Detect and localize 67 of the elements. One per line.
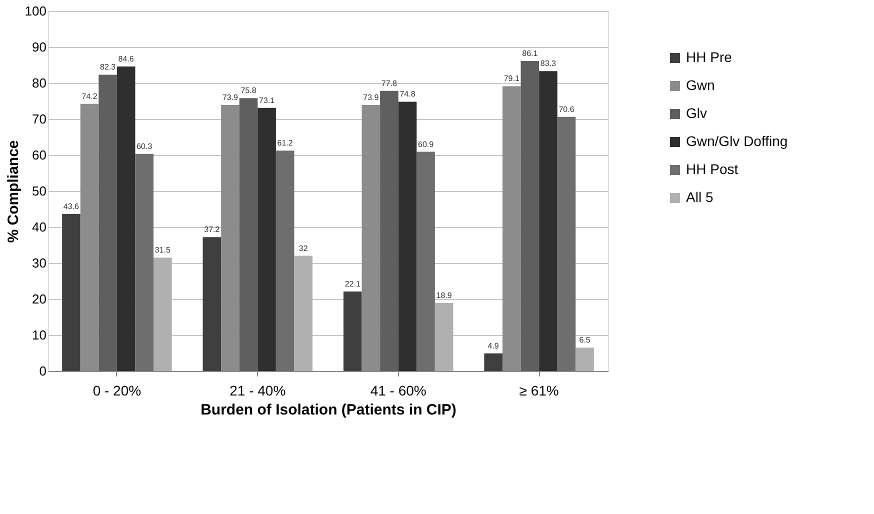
y-tick-label: 10 xyxy=(32,328,46,342)
y-tick-label: 60 xyxy=(32,148,46,162)
y-tick-label: 40 xyxy=(32,220,46,234)
legend-label: Gwn xyxy=(686,77,715,93)
bar xyxy=(294,256,313,371)
data-label: 61.2 xyxy=(277,138,294,148)
data-label: 4.9 xyxy=(488,341,500,350)
bar xyxy=(258,108,276,371)
bar xyxy=(576,348,594,371)
bar xyxy=(202,237,222,371)
y-tick-label: 50 xyxy=(32,184,46,198)
legend-label: HH Pre xyxy=(686,49,732,65)
y-tick-label: 30 xyxy=(32,256,46,270)
data-label: 74.8 xyxy=(400,90,416,99)
y-tick-label: 80 xyxy=(32,76,46,90)
legend-label: All 5 xyxy=(686,189,714,205)
y-tick-label: 90 xyxy=(32,40,46,54)
data-label: 22.1 xyxy=(344,279,361,288)
data-label: 70.6 xyxy=(558,104,575,114)
data-label: 79.1 xyxy=(504,74,520,84)
bar xyxy=(398,102,417,371)
legend-label: Glv xyxy=(686,105,707,121)
data-label: 18.9 xyxy=(436,290,452,300)
bar xyxy=(116,66,136,371)
bar xyxy=(520,61,540,371)
x-tick-label: 41 - 60% xyxy=(370,382,426,398)
bar xyxy=(135,154,154,371)
data-label: 77.8 xyxy=(381,78,398,88)
data-label: 73.1 xyxy=(259,96,276,105)
data-label: 32 xyxy=(298,244,308,253)
data-label: 60.3 xyxy=(136,142,153,151)
data-label: 73.9 xyxy=(222,92,239,102)
x-axis-title: Burden of Isolation (Patients in CIP) xyxy=(200,402,456,418)
data-label: 82.3 xyxy=(100,62,116,72)
data-label: 31.5 xyxy=(154,246,172,255)
y-tick-label: 20 xyxy=(32,292,46,306)
data-label: 37.2 xyxy=(204,225,220,234)
data-label: 75.8 xyxy=(240,86,257,96)
data-label: 60.9 xyxy=(418,140,434,149)
bar xyxy=(557,116,576,371)
legend-label: HH Post xyxy=(686,161,738,177)
bar xyxy=(343,291,362,371)
x-tick-label: 0 - 20% xyxy=(92,382,142,398)
bar xyxy=(539,71,558,371)
data-label: 86.1 xyxy=(522,49,538,58)
data-label: 73.9 xyxy=(363,92,380,102)
bar xyxy=(239,98,258,371)
legend-label: Gwn/Glv Doffing xyxy=(686,133,788,149)
data-label: 83.3 xyxy=(540,59,557,68)
bar xyxy=(154,258,172,371)
bar xyxy=(98,74,117,371)
data-label: 84.6 xyxy=(118,54,134,64)
bar xyxy=(416,152,435,371)
bar xyxy=(484,353,502,371)
x-tick-label: 21 - 40% xyxy=(230,382,286,398)
x-tick-label: ≥ 61% xyxy=(519,382,559,398)
y-tick-label: 70 xyxy=(32,112,46,126)
data-label: 43.6 xyxy=(63,202,80,212)
y-tick-label: 100 xyxy=(24,4,46,18)
y-axis-title: % Compliance xyxy=(4,140,22,243)
y-tick-label: 0 xyxy=(39,364,46,378)
bar xyxy=(380,90,398,371)
data-label: 6.5 xyxy=(579,336,591,345)
data-label: 74.2 xyxy=(82,92,98,101)
bar xyxy=(276,150,294,371)
bar xyxy=(434,302,454,371)
bar xyxy=(62,214,80,371)
